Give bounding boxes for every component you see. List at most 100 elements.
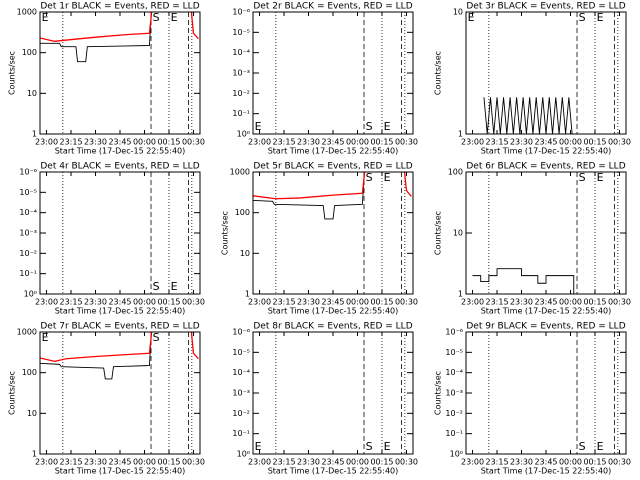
- x-tick-label: 23:30: [84, 298, 107, 307]
- annotation: E: [384, 120, 391, 133]
- chart-title: Det 9r BLACK = Events, RED = LLD: [466, 322, 625, 332]
- panel: Det 7r BLACK = Events, RED = LLD Counts/s…: [8, 322, 206, 476]
- x-tick-label: 23:00: [461, 458, 484, 467]
- annotation: E: [255, 440, 262, 453]
- y-tick-label: 100: [448, 168, 463, 177]
- y-tick-label: 10⁻¹: [19, 269, 37, 278]
- x-tick-label: 23:00: [248, 458, 271, 467]
- annotation: E: [384, 440, 391, 453]
- x-tick-label: 23:45: [534, 458, 557, 467]
- panel: Det 2r BLACK = Events, RED = LLD Start Ti…: [232, 2, 418, 156]
- x-tick-label: 23:00: [35, 458, 58, 467]
- y-tick-label: 10⁻⁶: [232, 8, 250, 17]
- x-tick-label: 00:15: [583, 458, 606, 467]
- chart-title: Det 6r BLACK = Events, RED = LLD: [466, 162, 625, 172]
- x-axis-label: Start Time (17-Dec-15 22:55:40): [481, 147, 612, 156]
- y-tick-label: 10⁻³: [232, 69, 250, 78]
- x-axis-label: Start Time (17-Dec-15 22:55:40): [55, 307, 186, 316]
- annotation: S: [579, 11, 586, 24]
- y-tick-label: 10⁻⁵: [232, 28, 250, 37]
- y-tick-label: 10⁰: [237, 130, 250, 139]
- x-tick-label: 00:15: [157, 458, 180, 467]
- x-tick-label: 00:15: [157, 138, 180, 147]
- x-axis-label: Start Time (17-Dec-15 22:55:40): [268, 147, 399, 156]
- x-tick-label: 00:00: [133, 458, 156, 467]
- annotation: S: [153, 331, 160, 344]
- y-tick-label: 10⁻⁴: [232, 48, 250, 57]
- y-axis-label: Counts/sec: [434, 51, 443, 95]
- x-tick-label: 23:15: [272, 298, 295, 307]
- y-tick-label: 10⁰: [24, 290, 37, 299]
- annotation: E: [42, 11, 49, 24]
- x-tick-label: 00:00: [559, 298, 582, 307]
- y-tick-label: 1000: [17, 328, 37, 337]
- y-tick-label: 100: [235, 208, 250, 217]
- y-tick-label: 10⁻²: [445, 409, 463, 418]
- plot-frame: [39, 171, 201, 295]
- panel: Det 4r BLACK = Events, RED = LLD Start Ti…: [19, 162, 205, 316]
- y-tick-label: 1000: [17, 8, 37, 17]
- y-tick-label: 10⁻⁶: [232, 328, 250, 337]
- y-tick-label: 10: [453, 8, 463, 17]
- panel: Det 8r BLACK = Events, RED = LLD Start Ti…: [232, 322, 418, 476]
- chart-title: Det 8r BLACK = Events, RED = LLD: [253, 322, 412, 332]
- x-tick-label: 00:00: [559, 458, 582, 467]
- annotation: E: [171, 280, 178, 293]
- series-line: [472, 268, 575, 294]
- annotation: S: [366, 120, 373, 133]
- chart-title: Det 1r BLACK = Events, RED = LLD: [40, 2, 199, 12]
- x-tick-label: 23:30: [297, 298, 320, 307]
- x-tick-label: 23:30: [510, 298, 533, 307]
- plot-frame: [39, 331, 201, 455]
- annotation: S: [366, 440, 373, 453]
- y-axis-label: Counts/sec: [8, 51, 17, 95]
- x-tick-label: 23:15: [272, 138, 295, 147]
- series-line: [253, 172, 412, 200]
- x-tick-label: 23:45: [321, 138, 344, 147]
- x-tick-label: 23:45: [108, 298, 131, 307]
- x-tick-label: 00:30: [182, 298, 205, 307]
- y-tick-label: 10: [27, 89, 37, 98]
- x-tick-label: 23:30: [297, 458, 320, 467]
- plot-frame: [252, 171, 414, 295]
- x-tick-label: 00:15: [370, 298, 393, 307]
- plot-frame: [465, 331, 627, 455]
- plot-frame: [39, 11, 201, 135]
- y-tick-label: 10⁻³: [445, 389, 463, 398]
- y-tick-label: 10⁻⁶: [19, 168, 37, 177]
- annotation: S: [153, 11, 160, 24]
- y-tick-label: 100: [22, 368, 37, 377]
- x-tick-label: 00:15: [583, 298, 606, 307]
- x-tick-label: 23:45: [108, 458, 131, 467]
- series-line: [40, 332, 153, 380]
- y-tick-label: 10⁻³: [232, 389, 250, 398]
- chart-title: Det 4r BLACK = Events, RED = LLD: [40, 162, 199, 172]
- y-tick-label: 10⁰: [237, 450, 250, 459]
- x-tick-label: 00:00: [133, 138, 156, 147]
- plot-frame: [252, 11, 414, 135]
- y-tick-label: 1: [458, 130, 463, 139]
- x-tick-label: 00:30: [182, 458, 205, 467]
- x-tick-label: 00:30: [608, 298, 631, 307]
- panel: Det 5r BLACK = Events, RED = LLD Counts/s…: [221, 162, 419, 316]
- x-tick-label: 23:30: [510, 138, 533, 147]
- x-tick-label: 00:30: [395, 458, 418, 467]
- panel: Det 1r BLACK = Events, RED = LLD Counts/s…: [8, 2, 206, 156]
- y-tick-label: 10⁻⁶: [445, 328, 463, 337]
- x-tick-label: 00:00: [559, 138, 582, 147]
- x-tick-label: 00:30: [395, 298, 418, 307]
- x-tick-label: 23:45: [321, 458, 344, 467]
- x-tick-label: 00:00: [133, 298, 156, 307]
- series-line: [40, 12, 153, 63]
- x-tick-label: 23:15: [485, 458, 508, 467]
- y-tick-label: 10⁻¹: [232, 429, 250, 438]
- series-line: [483, 97, 573, 134]
- x-tick-label: 23:45: [321, 298, 344, 307]
- x-tick-label: 23:00: [248, 298, 271, 307]
- x-tick-label: 23:30: [297, 138, 320, 147]
- chart-title: Det 2r BLACK = Events, RED = LLD: [253, 2, 412, 12]
- x-axis-label: Start Time (17-Dec-15 22:55:40): [268, 307, 399, 316]
- chart-title: Det 3r BLACK = Events, RED = LLD: [466, 2, 625, 12]
- x-tick-label: 23:45: [534, 138, 557, 147]
